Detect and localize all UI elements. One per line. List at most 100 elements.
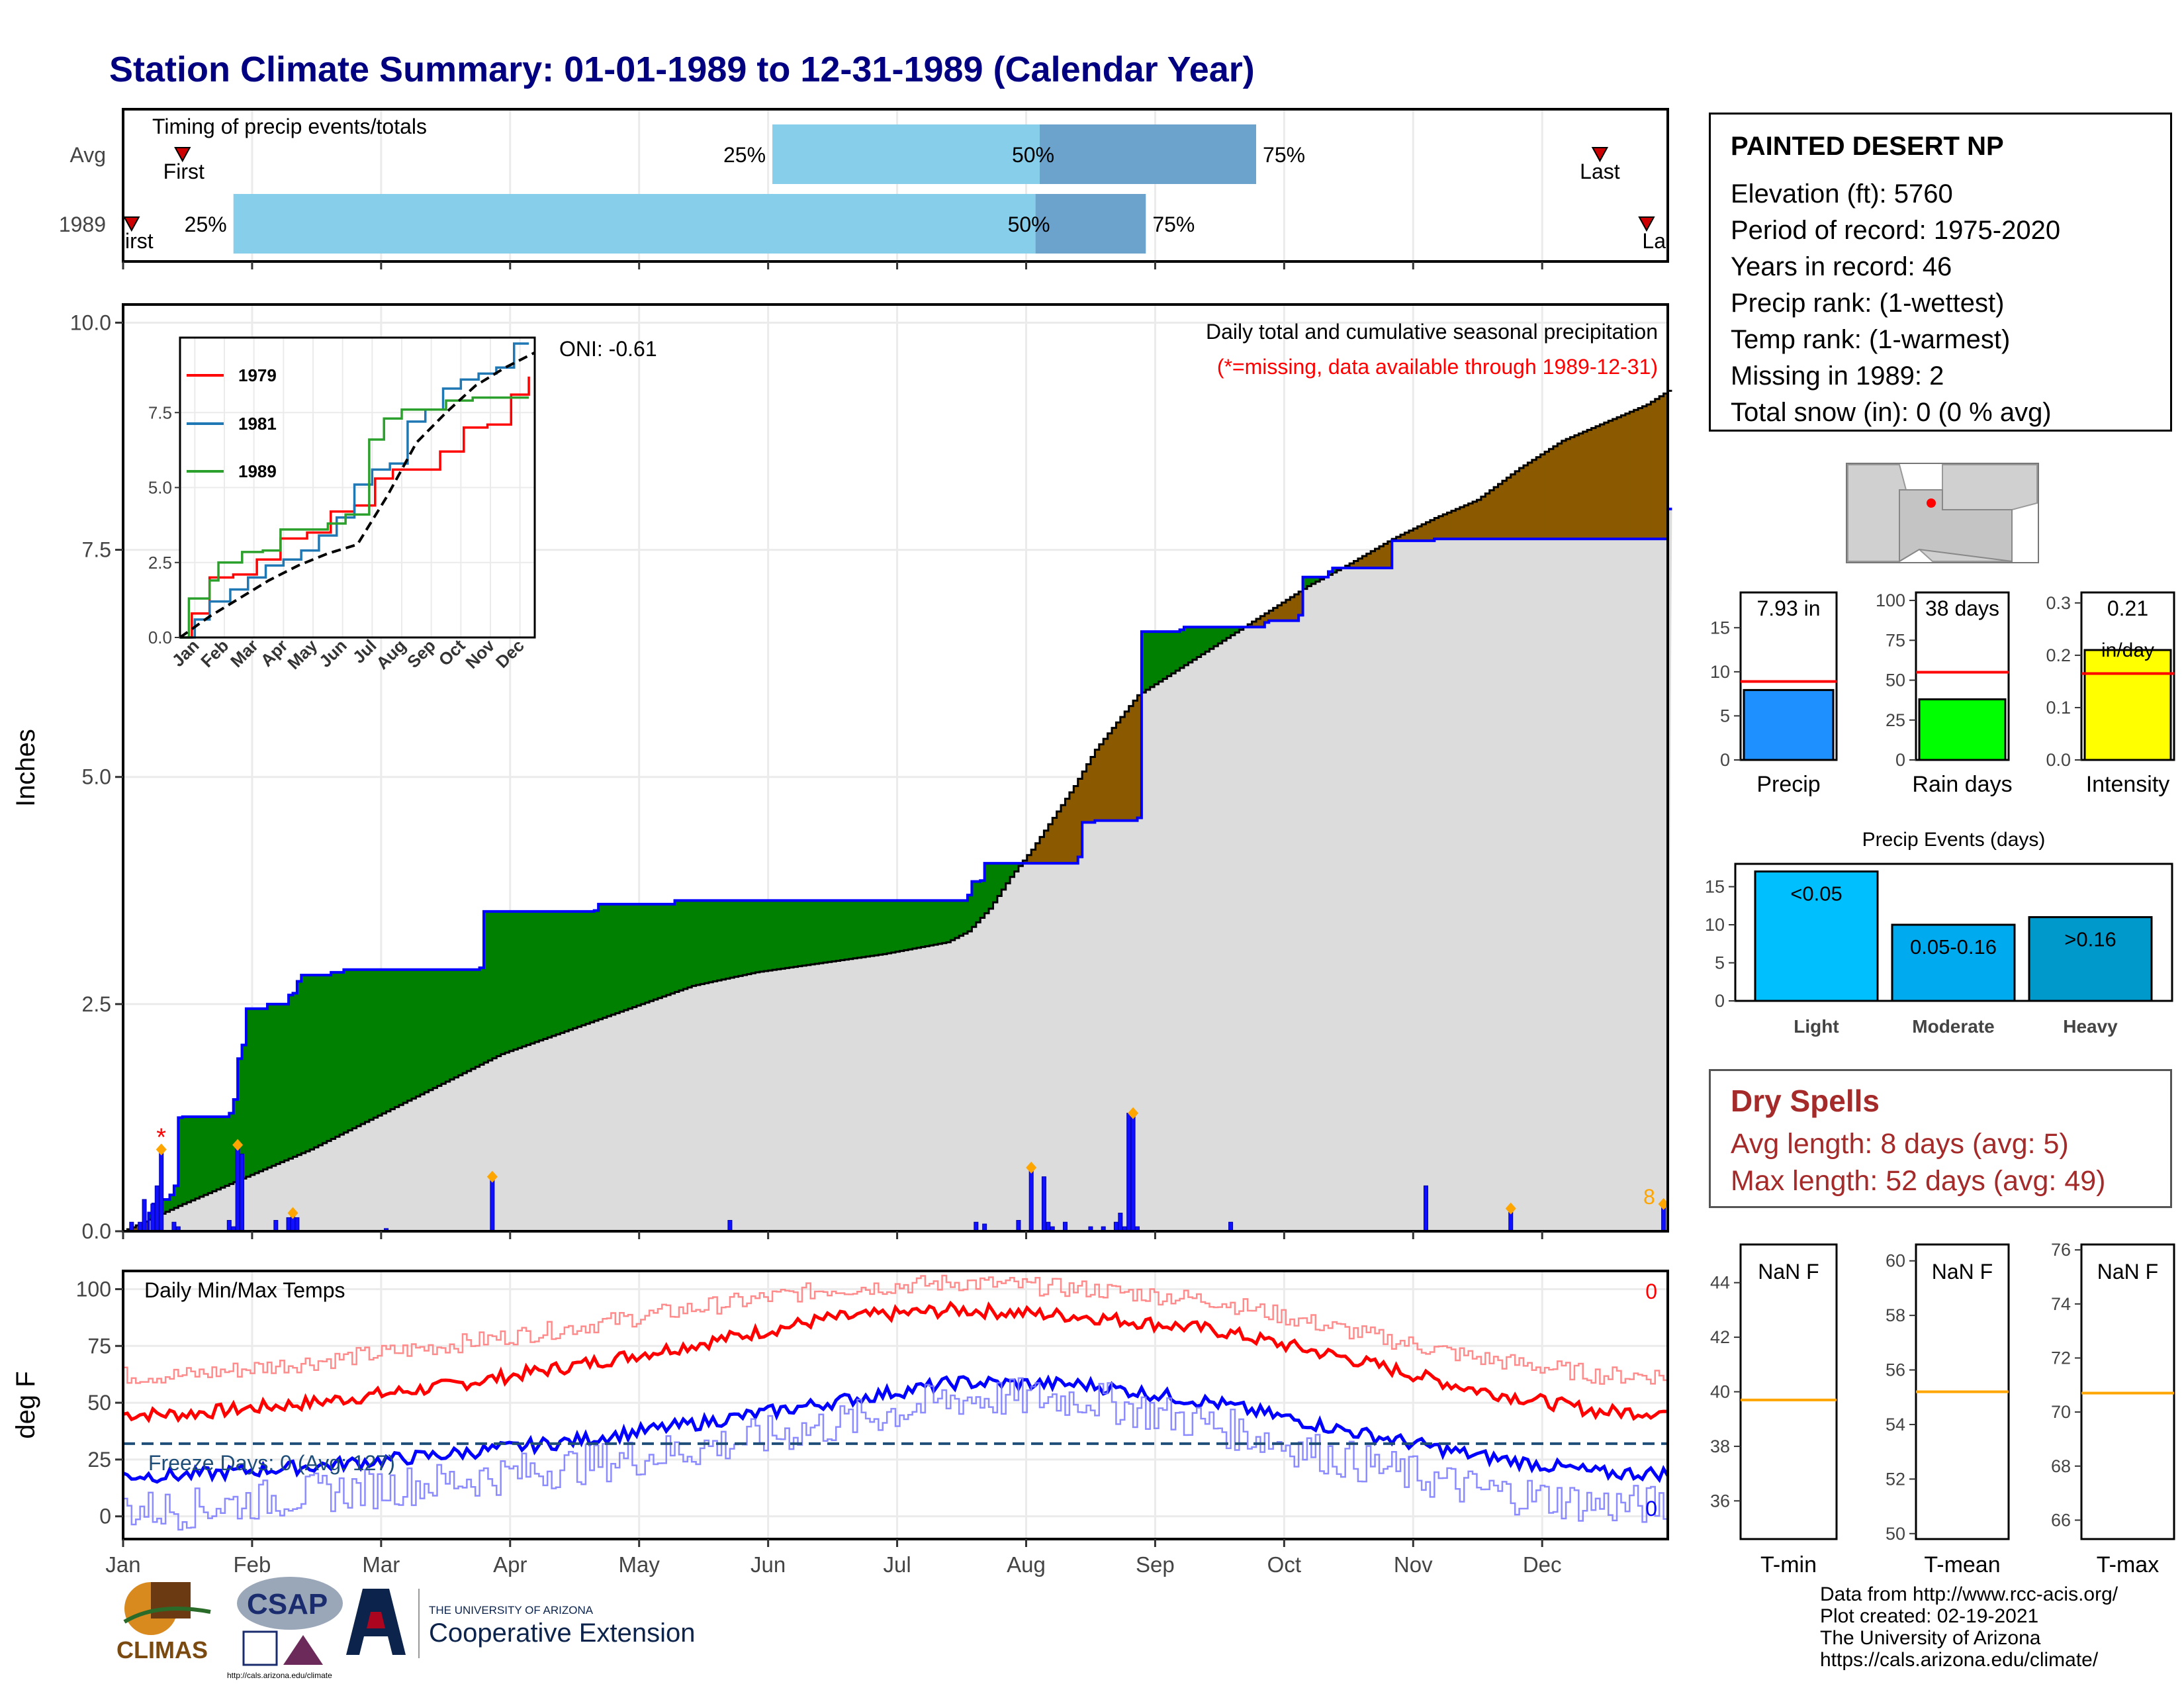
wet-surplus-slice: [1197, 627, 1202, 657]
wet-surplus-slice: [458, 969, 463, 1076]
dry-deficit-slice: [1459, 507, 1465, 539]
dry-deficit-slice: [1473, 501, 1478, 539]
wet-surplus-slice: [645, 904, 650, 1003]
ua-big-text: Cooperative Extension: [429, 1618, 695, 1648]
dry-deficit-slice: [1417, 526, 1422, 541]
dry-deficit-slice: [1077, 778, 1083, 857]
wet-surplus-slice: [326, 974, 332, 1141]
wet-surplus-slice: [547, 911, 553, 1038]
dry-deficit-slice: [1281, 602, 1287, 621]
wet-surplus-slice: [921, 900, 926, 947]
timing-label-q75: 75%: [1152, 212, 1195, 236]
dry-deficit-slice: [1264, 613, 1269, 623]
dry-deficit-slice: [1498, 484, 1503, 539]
tmin-category-label: T-min: [1760, 1552, 1817, 1577]
month-tick-label: Aug: [1007, 1552, 1046, 1577]
wet-surplus-slice: [1179, 630, 1185, 669]
wet-surplus-slice: [1209, 627, 1214, 649]
wet-surplus-slice: [708, 900, 713, 982]
wet-surplus-slice: [1154, 632, 1160, 684]
temp-y-tick-label: 0: [99, 1505, 111, 1528]
dry-deficit-slice: [1600, 424, 1605, 539]
inset-y-tick-label: 5.0: [148, 478, 172, 498]
temp-frame: [122, 1270, 1669, 1540]
dry-deficit-slice: [1422, 524, 1427, 541]
wet-surplus-slice: [747, 900, 752, 974]
wet-surplus-slice: [449, 969, 455, 1080]
normal-cumulative-line: [123, 389, 1672, 1233]
dry-deficit-slice: [1502, 481, 1507, 539]
daily-precip-bar: [226, 1220, 232, 1232]
wet-surplus-slice: [289, 995, 294, 1159]
intensity-y-tick-label: 0.3: [2046, 593, 2071, 613]
wet-surplus-slice: [976, 881, 981, 923]
dry-deficit-slice: [1519, 468, 1524, 539]
timing-panel: Timing of precip events/totals Avg 1989 25%…: [59, 108, 1669, 269]
large-event-marker: [232, 1139, 244, 1151]
wet-surplus-slice: [475, 969, 480, 1067]
wet-surplus-slice: [182, 1117, 187, 1204]
dry-deficit-slice: [1248, 624, 1253, 628]
wet-surplus-slice: [594, 910, 599, 1021]
daily-precip-bar: [273, 1220, 279, 1232]
wet-surplus-slice: [938, 900, 943, 944]
wet-surplus-slice: [572, 911, 578, 1029]
dry-deficit-slice: [1116, 722, 1121, 821]
events-y-tick-label: 0: [1715, 991, 1725, 1011]
temp-y-axis-label: deg F: [11, 1371, 40, 1438]
wet-surplus-slice: [496, 911, 502, 1056]
dry-deficit-slice: [1128, 706, 1134, 821]
daily-precip-bar: [974, 1221, 979, 1232]
precip-y-tick-label: 0: [1720, 750, 1730, 770]
wet-surplus-slice: [840, 900, 845, 961]
dry-deficit-slice: [1612, 418, 1617, 539]
timing-first-label: First: [163, 160, 205, 183]
summary-bars-panel: 7.93 in 0 5 10 15 Precip 38 days 0 25 50 75 100 Rain…: [1710, 590, 2175, 797]
wet-surplus-slice: [513, 911, 518, 1050]
dry-deficit-slice: [1026, 855, 1032, 864]
wet-surplus-slice: [1171, 632, 1176, 674]
tmin-y-tick-label: 36: [1710, 1491, 1730, 1511]
wet-surplus-slice: [657, 904, 662, 998]
wet-surplus-slice: [1306, 577, 1312, 586]
csap-text: CSAP: [247, 1588, 328, 1620]
main-y-tick-label: 0.0: [82, 1219, 111, 1243]
station-precip-rank: Precip rank: (1-wettest): [1731, 289, 2005, 318]
dry-deficit-slice: [1625, 413, 1630, 539]
wet-surplus-slice: [768, 900, 773, 971]
wet-surplus-slice: [1328, 571, 1334, 575]
dry-deficit-slice: [1651, 401, 1656, 539]
wet-surplus-slice: [810, 900, 815, 964]
dry-deficit-slice: [1477, 500, 1482, 539]
wet-surplus-slice: [759, 900, 764, 972]
inset-y-tick-label: 0.0: [148, 628, 172, 647]
daily-precip-bar: [240, 1153, 245, 1232]
wet-surplus-slice: [556, 911, 561, 1035]
wet-surplus-slice: [866, 900, 871, 957]
main-y-axis-label: Inches: [11, 729, 40, 807]
events-y-tick-label: 15: [1705, 877, 1725, 897]
tmean-y-tick-label: 52: [1886, 1469, 1905, 1489]
wet-surplus-slice: [296, 981, 302, 1155]
large-event-marker: [1658, 1197, 1669, 1210]
wet-surplus-slice: [764, 900, 769, 971]
inset-panel: 0.02.55.07.5JanFebMarAprMayJunJulAugSepO…: [148, 336, 536, 673]
dry-deficit-slice: [1578, 433, 1584, 539]
wet-surplus-slice: [997, 863, 1002, 896]
wet-surplus-slice: [738, 900, 743, 976]
dry-deficit-slice: [1023, 861, 1028, 864]
wet-surplus-slice: [314, 974, 319, 1148]
dry-deficit-slice: [1362, 556, 1367, 569]
wet-surplus-slice: [216, 1117, 222, 1190]
wet-surplus-slice: [1213, 627, 1218, 647]
wet-surplus-slice: [721, 900, 727, 980]
large-event-marker: [1128, 1107, 1139, 1119]
month-tick-label: May: [619, 1552, 660, 1577]
dry-deficit-slice: [1545, 451, 1550, 539]
inset-legend-label: 1989: [238, 461, 277, 481]
timing-bar-q50-q75: [1040, 124, 1257, 184]
dry-deficit-slice: [1396, 536, 1401, 541]
inset-series-1981: [180, 342, 529, 639]
wet-surplus-slice: [1162, 632, 1167, 679]
wet-surplus-slice: [224, 1117, 230, 1186]
